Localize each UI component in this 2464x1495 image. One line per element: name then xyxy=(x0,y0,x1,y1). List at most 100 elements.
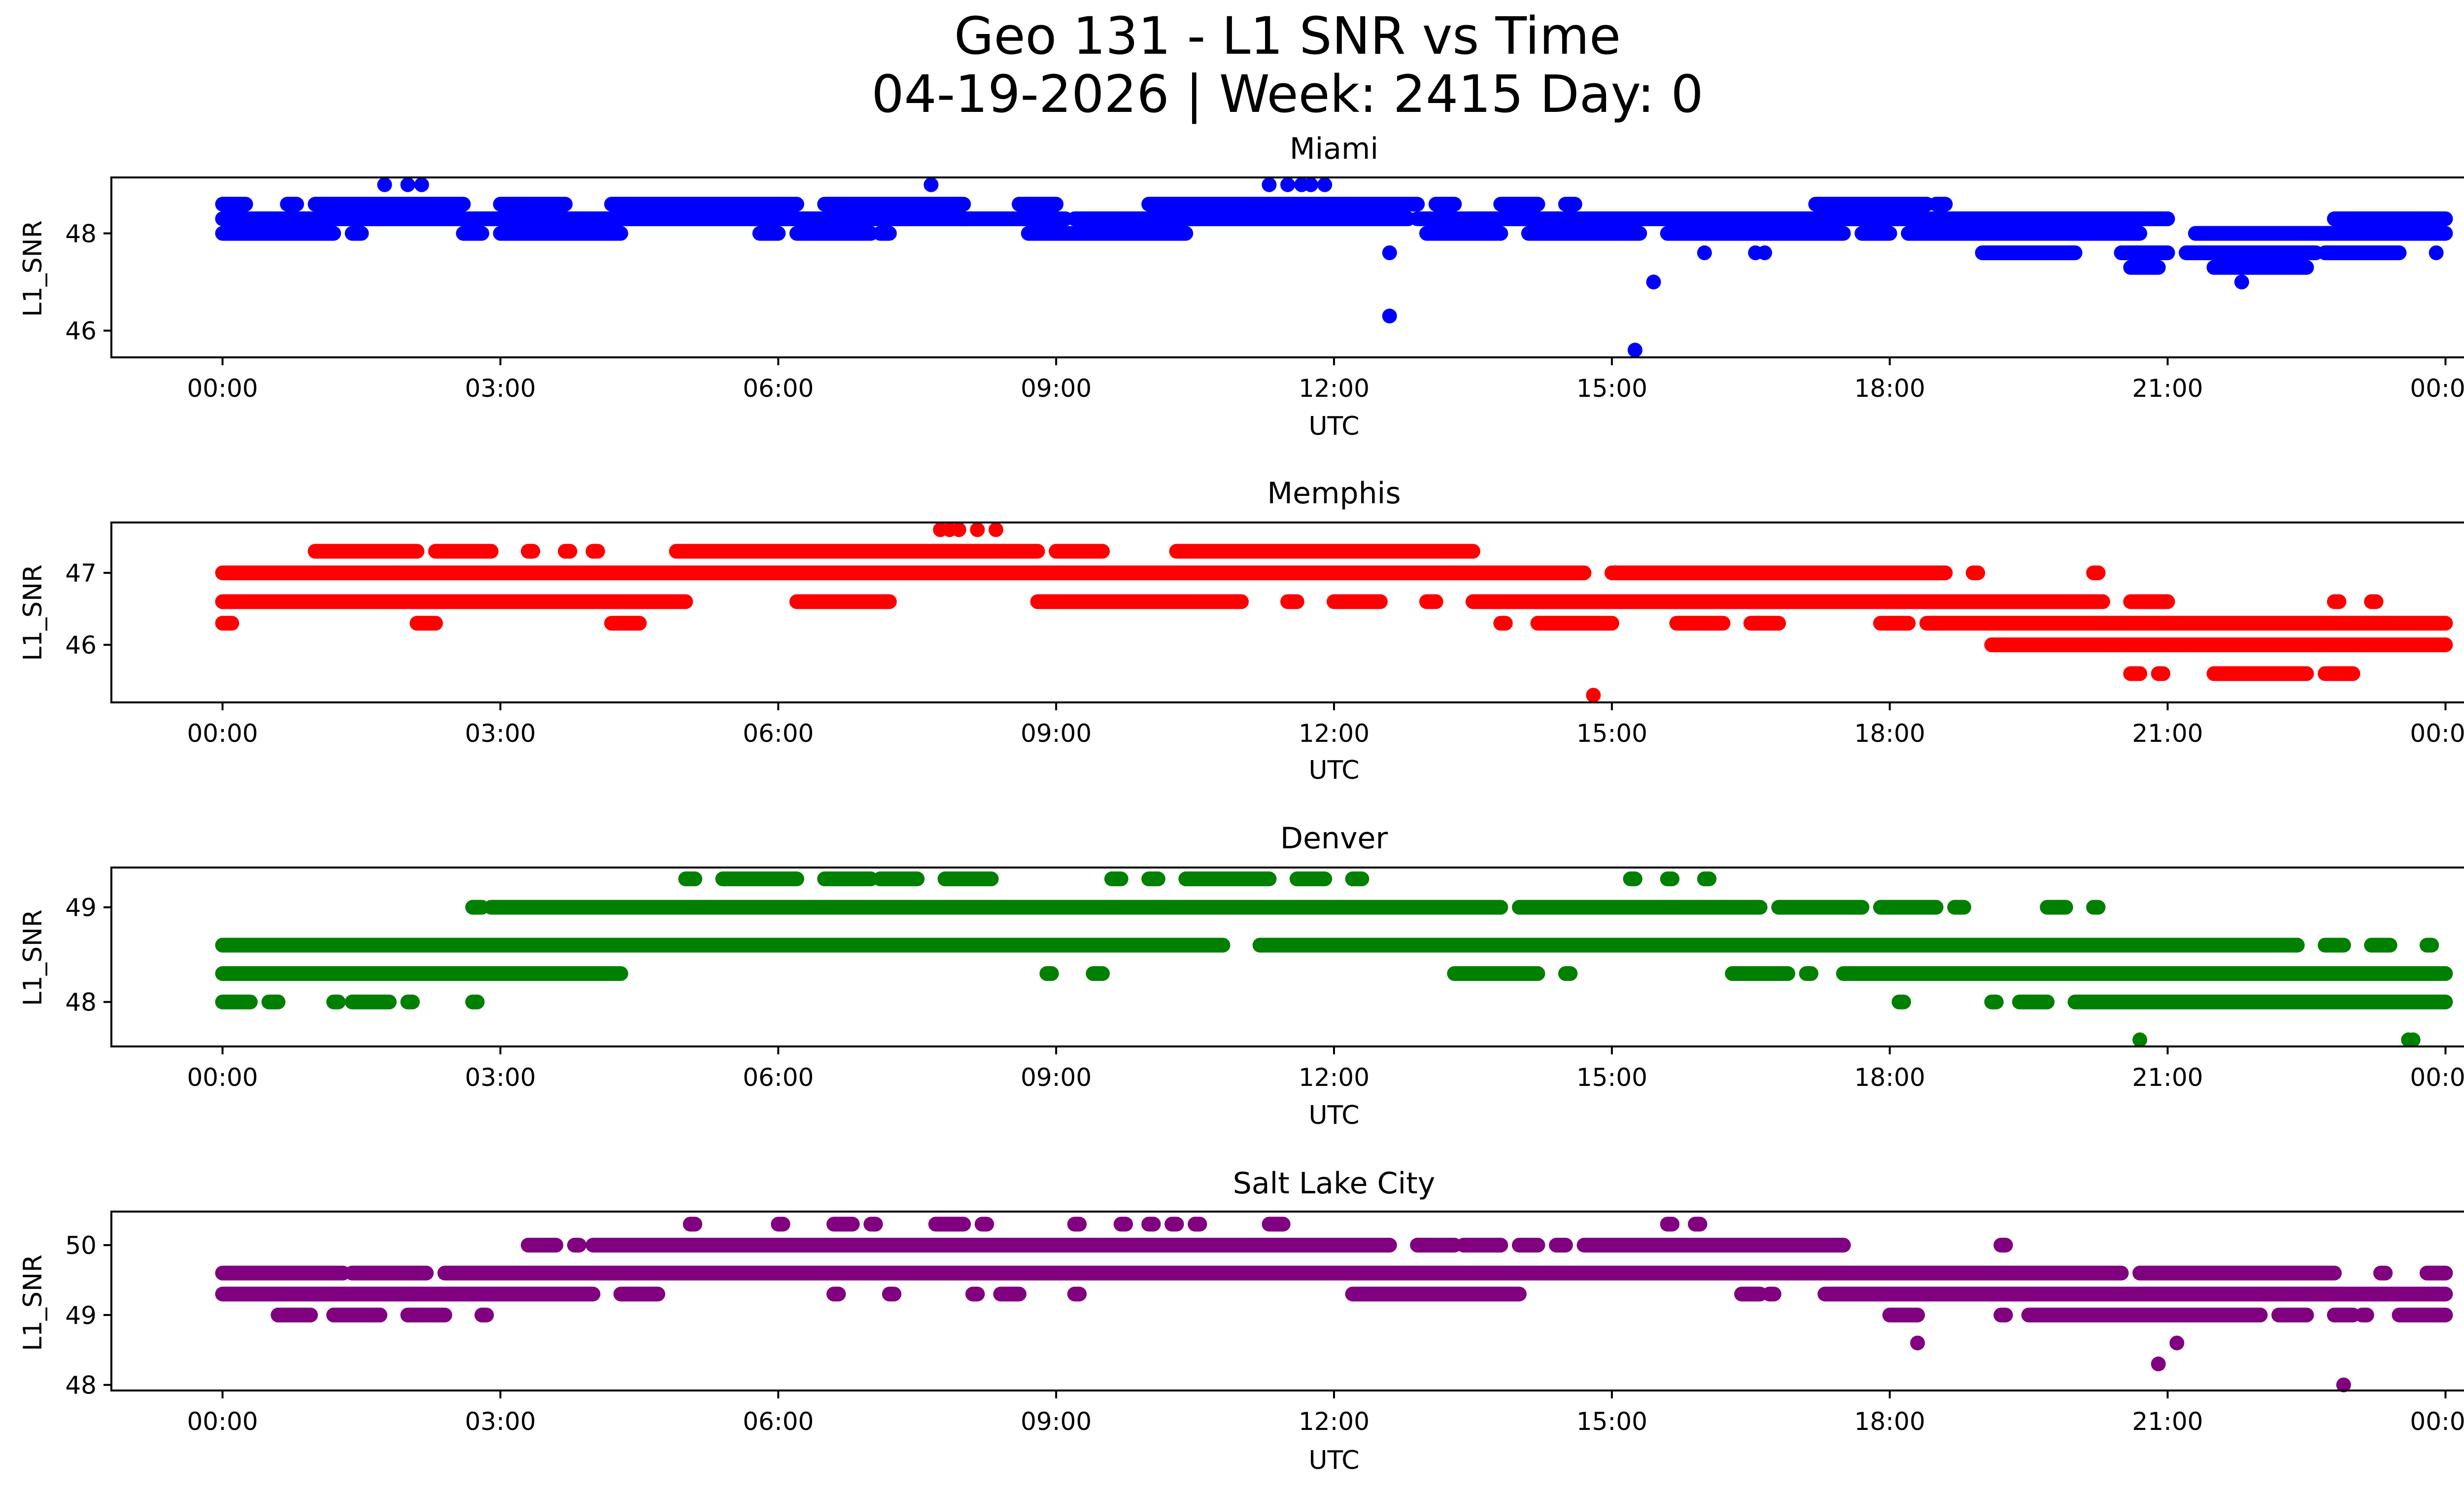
data-point-run xyxy=(1558,197,1582,212)
data-point xyxy=(400,177,415,192)
data-point-run xyxy=(1725,966,1795,981)
data-point-run xyxy=(2086,900,2106,915)
data-point-run xyxy=(1817,1286,2453,1302)
data-point xyxy=(924,177,939,192)
data-point-run xyxy=(1456,1238,1508,1253)
x-tick-label: 00:00 xyxy=(187,1063,258,1092)
data-point-run xyxy=(817,871,879,887)
x-axis-label: UTC xyxy=(1308,1446,1359,1475)
x-axis: 00:00 03:00 06:00 09:00 12:00 15:00 18:00 21:00… xyxy=(187,1046,2464,1092)
x-tick-label: 12:00 xyxy=(1299,1063,1369,1092)
data-point-run xyxy=(1030,594,1249,609)
data-point-run xyxy=(585,1238,1397,1253)
data-point-run xyxy=(493,226,628,241)
data-point-run xyxy=(326,994,346,1009)
data-point-run xyxy=(817,197,971,212)
x-tick-label: 00:00 xyxy=(2410,1407,2464,1436)
data-point xyxy=(2169,1335,2185,1351)
data-point-run xyxy=(2030,211,2175,226)
data-point-run xyxy=(1141,871,1165,887)
data-point-run xyxy=(1419,594,1443,609)
data-point-run xyxy=(2123,666,2148,681)
x-tick-label: 06:00 xyxy=(743,374,814,403)
data-point xyxy=(988,522,1003,537)
subplot-salt-lake-city: Salt Lake City 00:00 03:00 06:00 09:00 12:00… xyxy=(18,1166,2464,1475)
data-point-run xyxy=(2012,994,2055,1009)
data-point-run xyxy=(326,1307,388,1322)
data-point-run xyxy=(1669,616,1731,631)
data-point-run xyxy=(1410,211,1527,226)
data-point-run xyxy=(215,211,554,226)
data-point-run xyxy=(215,226,342,241)
x-tick-label: 09:00 xyxy=(1021,1407,1092,1436)
data-point-run xyxy=(2318,938,2351,953)
data-point-run xyxy=(1262,1217,1291,1232)
data-point-run xyxy=(428,544,499,559)
x-tick-label: 09:00 xyxy=(1021,374,1092,403)
data-point-run xyxy=(771,1217,790,1232)
y-tick-label: 46 xyxy=(65,317,97,346)
data-point-run xyxy=(215,197,253,212)
data-point-run xyxy=(567,1238,587,1253)
y-tick-label: 47 xyxy=(65,559,97,588)
data-point-run xyxy=(678,871,703,887)
figure-subtitle: 04-19-2026 | Week: 2415 Day: 0 xyxy=(871,64,1704,124)
data-point xyxy=(2336,1377,2351,1392)
data-point xyxy=(1303,177,1319,192)
data-point-run xyxy=(474,1307,494,1322)
data-point-run xyxy=(2123,594,2175,609)
x-tick-label: 12:00 xyxy=(1299,719,1369,748)
data-point-run xyxy=(1039,966,1059,981)
data-point-run xyxy=(2123,260,2166,275)
data-point xyxy=(1280,177,1296,192)
data-point-run xyxy=(400,1307,452,1322)
data-point-run xyxy=(937,871,999,887)
data-point-run xyxy=(1660,226,1851,241)
data-point xyxy=(1382,309,1397,324)
x-tick-label: 12:00 xyxy=(1299,374,1369,403)
data-point-run xyxy=(1011,197,1064,212)
data-point-run xyxy=(669,544,1045,559)
x-tick-label: 03:00 xyxy=(465,1407,536,1436)
plot-area xyxy=(215,1217,2453,1392)
x-axis: 00:00 03:00 06:00 09:00 12:00 15:00 18:00 21:00… xyxy=(187,357,2464,403)
data-point-run xyxy=(520,544,541,559)
data-point-run xyxy=(2188,226,2453,241)
data-point xyxy=(2234,275,2249,290)
data-point-run xyxy=(1660,871,1680,887)
data-point-run xyxy=(2392,1307,2453,1322)
data-point-run xyxy=(1947,900,1972,915)
data-point-run xyxy=(2364,938,2397,953)
data-point-run xyxy=(2179,245,2324,260)
data-point xyxy=(1910,1335,1925,1351)
data-point-run xyxy=(2318,666,2361,681)
x-axis: 00:00 03:00 06:00 09:00 12:00 15:00 18:00 21:00… xyxy=(187,1391,2464,1436)
data-point xyxy=(2429,245,2444,260)
data-point-run xyxy=(1493,197,1545,212)
x-tick-label: 00:00 xyxy=(187,719,258,748)
data-point-run xyxy=(928,1217,971,1232)
data-point-run xyxy=(1697,871,1717,887)
data-point-run xyxy=(215,938,1231,953)
data-point-run xyxy=(604,616,647,631)
axes-frame xyxy=(110,176,2464,358)
data-point-run xyxy=(1465,594,2111,609)
y-tick-label: 49 xyxy=(65,894,97,922)
data-point xyxy=(1697,245,1712,260)
data-point-run xyxy=(215,1286,601,1302)
x-tick-label: 03:00 xyxy=(465,719,536,748)
x-tick-label: 12:00 xyxy=(1299,1407,1369,1436)
x-tick-label: 21:00 xyxy=(2132,1063,2203,1092)
data-point-run xyxy=(1511,900,1768,915)
data-point-run xyxy=(1428,197,1462,212)
data-point-run xyxy=(215,994,258,1009)
axes-frame xyxy=(110,1211,2464,1391)
data-point xyxy=(2405,1032,2421,1047)
data-point xyxy=(2151,1356,2166,1372)
x-axis-label: UTC xyxy=(1308,412,1359,441)
x-tick-label: 09:00 xyxy=(1021,1063,1092,1092)
figure-title: Geo 131 - L1 SNR vs Time xyxy=(954,6,1621,66)
data-point-run xyxy=(1854,226,1897,241)
data-point-run xyxy=(1067,1217,1087,1232)
y-axis: 46 48 xyxy=(65,219,111,346)
